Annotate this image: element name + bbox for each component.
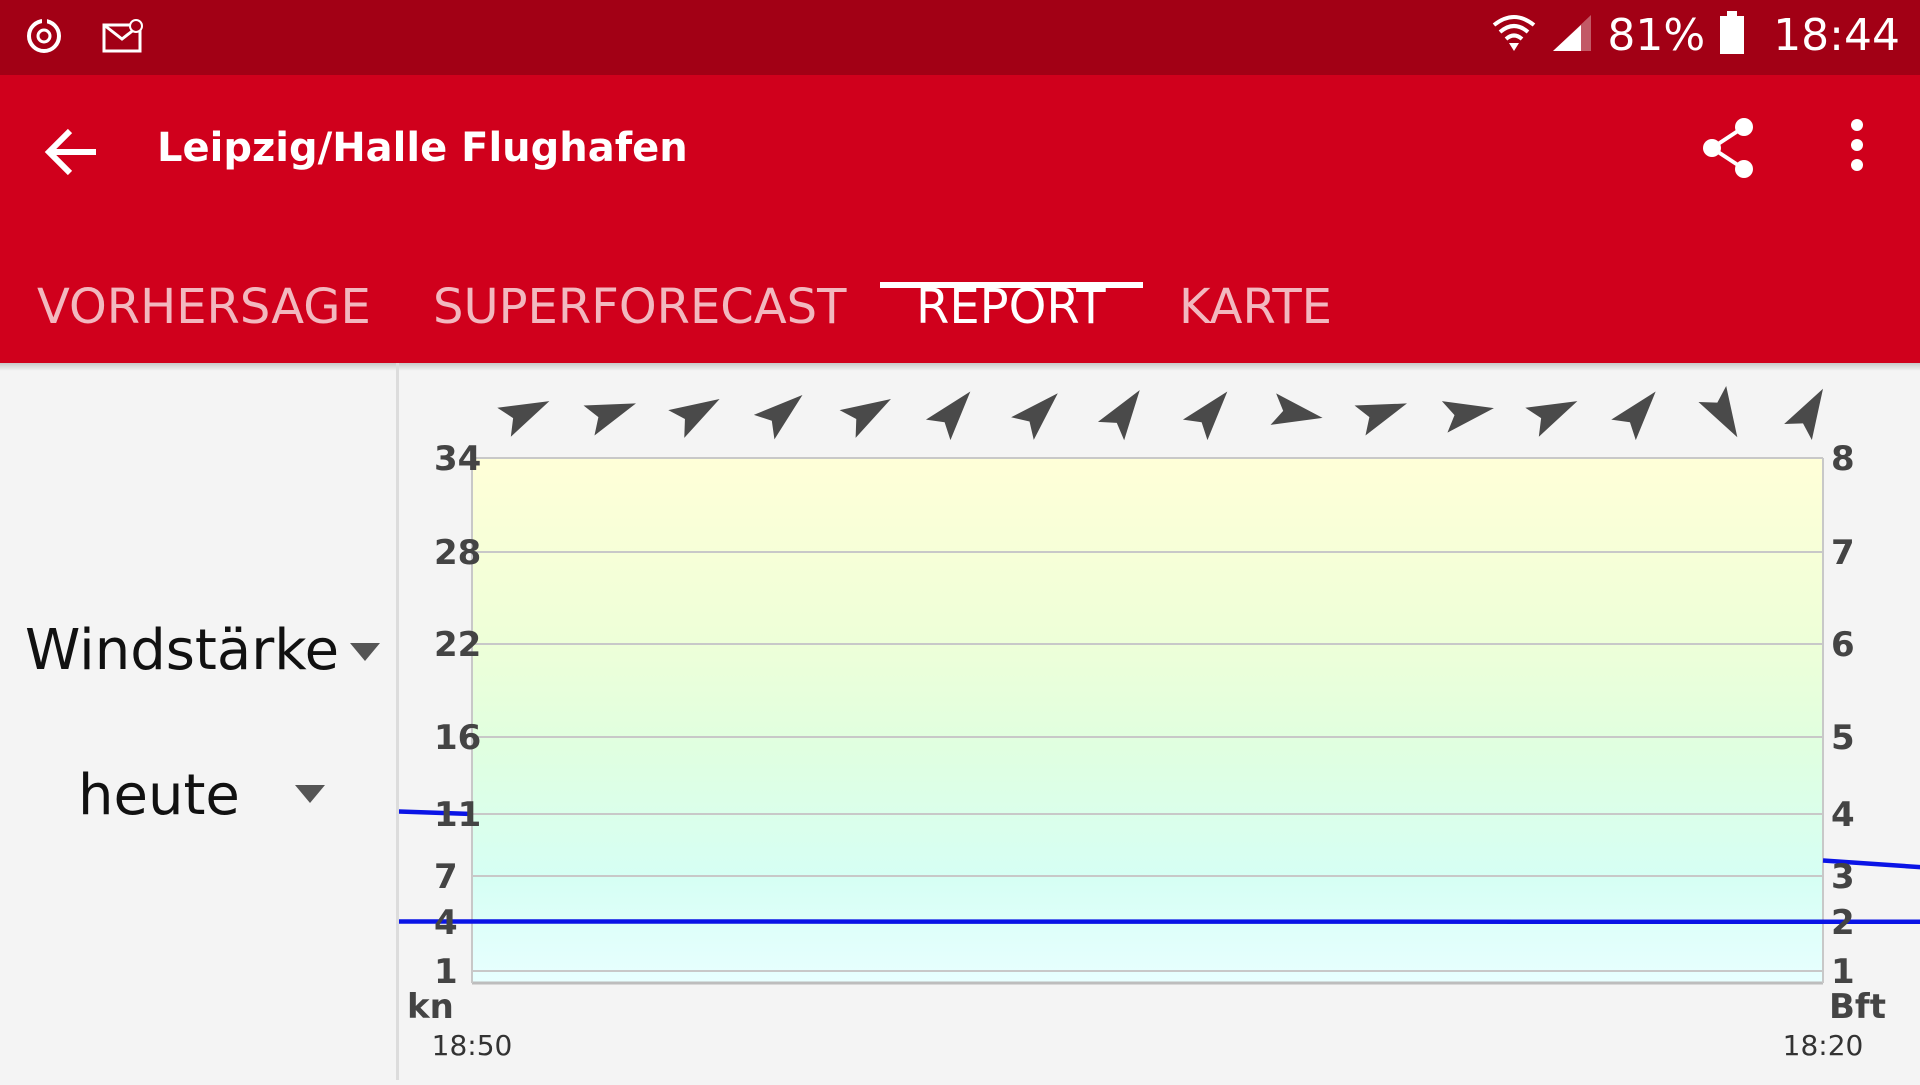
plot-background xyxy=(472,458,1823,983)
y-tick-label-left: 11 xyxy=(434,795,481,835)
sync-icon xyxy=(24,16,64,61)
y-tick-label-right: 3 xyxy=(1831,857,1855,897)
chevron-down-icon xyxy=(295,785,325,803)
period-dropdown[interactable]: heute xyxy=(78,763,240,828)
y-tick-label-right: 7 xyxy=(1831,533,1855,573)
y-tick-label-right: 5 xyxy=(1831,718,1855,758)
chevron-down-icon xyxy=(350,643,380,661)
wind-direction-arrow xyxy=(1441,401,1494,433)
y-tick-label-right: 6 xyxy=(1831,625,1855,665)
back-button[interactable] xyxy=(40,119,106,185)
y-tick-label-left: 16 xyxy=(434,718,481,758)
more-options-button[interactable] xyxy=(1832,115,1882,181)
mail-icon xyxy=(102,19,144,58)
status-bar: 81% 18:44 xyxy=(0,0,1920,75)
tab-superforecast[interactable]: SUPERFORECAST xyxy=(433,279,847,335)
wind-direction-arrow xyxy=(1698,385,1738,438)
tab-bar: VORHERSAGE SUPERFORECAST REPORT KARTE xyxy=(0,255,1920,363)
wind-direction-arrow xyxy=(1011,393,1058,440)
wind-direction-arrow xyxy=(925,391,971,441)
y-tick-label-right: 1 xyxy=(1831,952,1855,992)
battery-level: 81% xyxy=(1607,10,1706,61)
control-panel: Windstärke heute xyxy=(0,363,396,1080)
signal-icon xyxy=(1551,13,1593,58)
y-tick-label-right: 8 xyxy=(1831,439,1855,479)
y-tick-label-left: 22 xyxy=(434,625,481,665)
wind-direction-arrow xyxy=(1354,403,1407,436)
y-tick-label-left: 1 xyxy=(434,952,458,992)
wind-direction-arrow xyxy=(1270,393,1323,425)
tab-karte[interactable]: KARTE xyxy=(1179,279,1332,335)
left-axis-unit: kn xyxy=(407,987,454,1027)
wind-direction-arrow xyxy=(1097,390,1140,441)
clock: 18:44 xyxy=(1773,10,1900,61)
arrow-back-icon xyxy=(44,128,96,176)
x-tick-label: 18:20 xyxy=(1783,1029,1864,1062)
wind-chart-svg: 342822161174187654321knBft18:500:004:008… xyxy=(0,385,1920,1062)
y-tick-label-right: 2 xyxy=(1831,903,1855,943)
y-tick-label-left: 4 xyxy=(434,903,458,943)
wind-direction-arrow xyxy=(668,399,720,438)
wind-chart[interactable]: 342822161174187654321knBft18:500:004:008… xyxy=(0,363,1920,1080)
y-tick-label-left: 28 xyxy=(434,533,481,573)
wind-direction-arrow xyxy=(1784,388,1823,441)
period-value: heute xyxy=(78,763,240,828)
share-button[interactable] xyxy=(1696,115,1762,181)
y-tick-label-left: 34 xyxy=(434,439,481,479)
appbar-shadow xyxy=(0,363,1920,371)
wind-direction-arrow xyxy=(1182,391,1228,441)
tab-vorhersage[interactable]: VORHERSAGE xyxy=(37,279,371,335)
wind-direction-arrow xyxy=(1611,391,1656,441)
wind-direction-arrow xyxy=(1525,401,1578,437)
battery-icon xyxy=(1719,11,1745,60)
tab-indicator xyxy=(880,282,1143,288)
wifi-icon xyxy=(1491,11,1537,60)
parameter-dropdown[interactable]: Windstärke xyxy=(25,618,339,683)
tab-report[interactable]: REPORT xyxy=(916,279,1106,335)
right-axis-unit: Bft xyxy=(1829,987,1886,1027)
wind-direction-arrow xyxy=(753,395,803,440)
page-title: Leipzig/Halle Flughafen xyxy=(157,125,688,171)
parameter-value: Windstärke xyxy=(25,618,340,683)
wind-direction-arrow xyxy=(583,403,636,436)
wind-direction-arrow xyxy=(497,401,550,437)
wind-direction-arrow xyxy=(839,399,891,438)
share-icon xyxy=(1703,118,1753,178)
panel-divider xyxy=(396,363,399,1080)
y-tick-label-right: 4 xyxy=(1831,795,1855,835)
more-vert-icon xyxy=(1851,119,1863,171)
app-bar: Leipzig/Halle Flughafen VORHERSAGE SUPER… xyxy=(0,75,1920,363)
y-tick-label-left: 7 xyxy=(434,857,458,897)
x-tick-label: 18:50 xyxy=(432,1029,513,1062)
